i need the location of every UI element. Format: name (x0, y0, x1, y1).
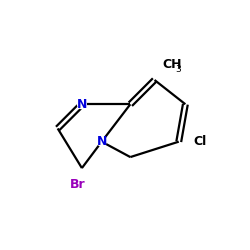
Circle shape (97, 137, 106, 146)
Text: 3: 3 (176, 66, 182, 74)
Text: Br: Br (70, 178, 85, 191)
Text: CH: CH (162, 58, 182, 71)
Circle shape (78, 100, 86, 109)
Text: N: N (77, 98, 87, 111)
Text: Cl: Cl (193, 135, 206, 148)
Text: N: N (96, 135, 107, 148)
